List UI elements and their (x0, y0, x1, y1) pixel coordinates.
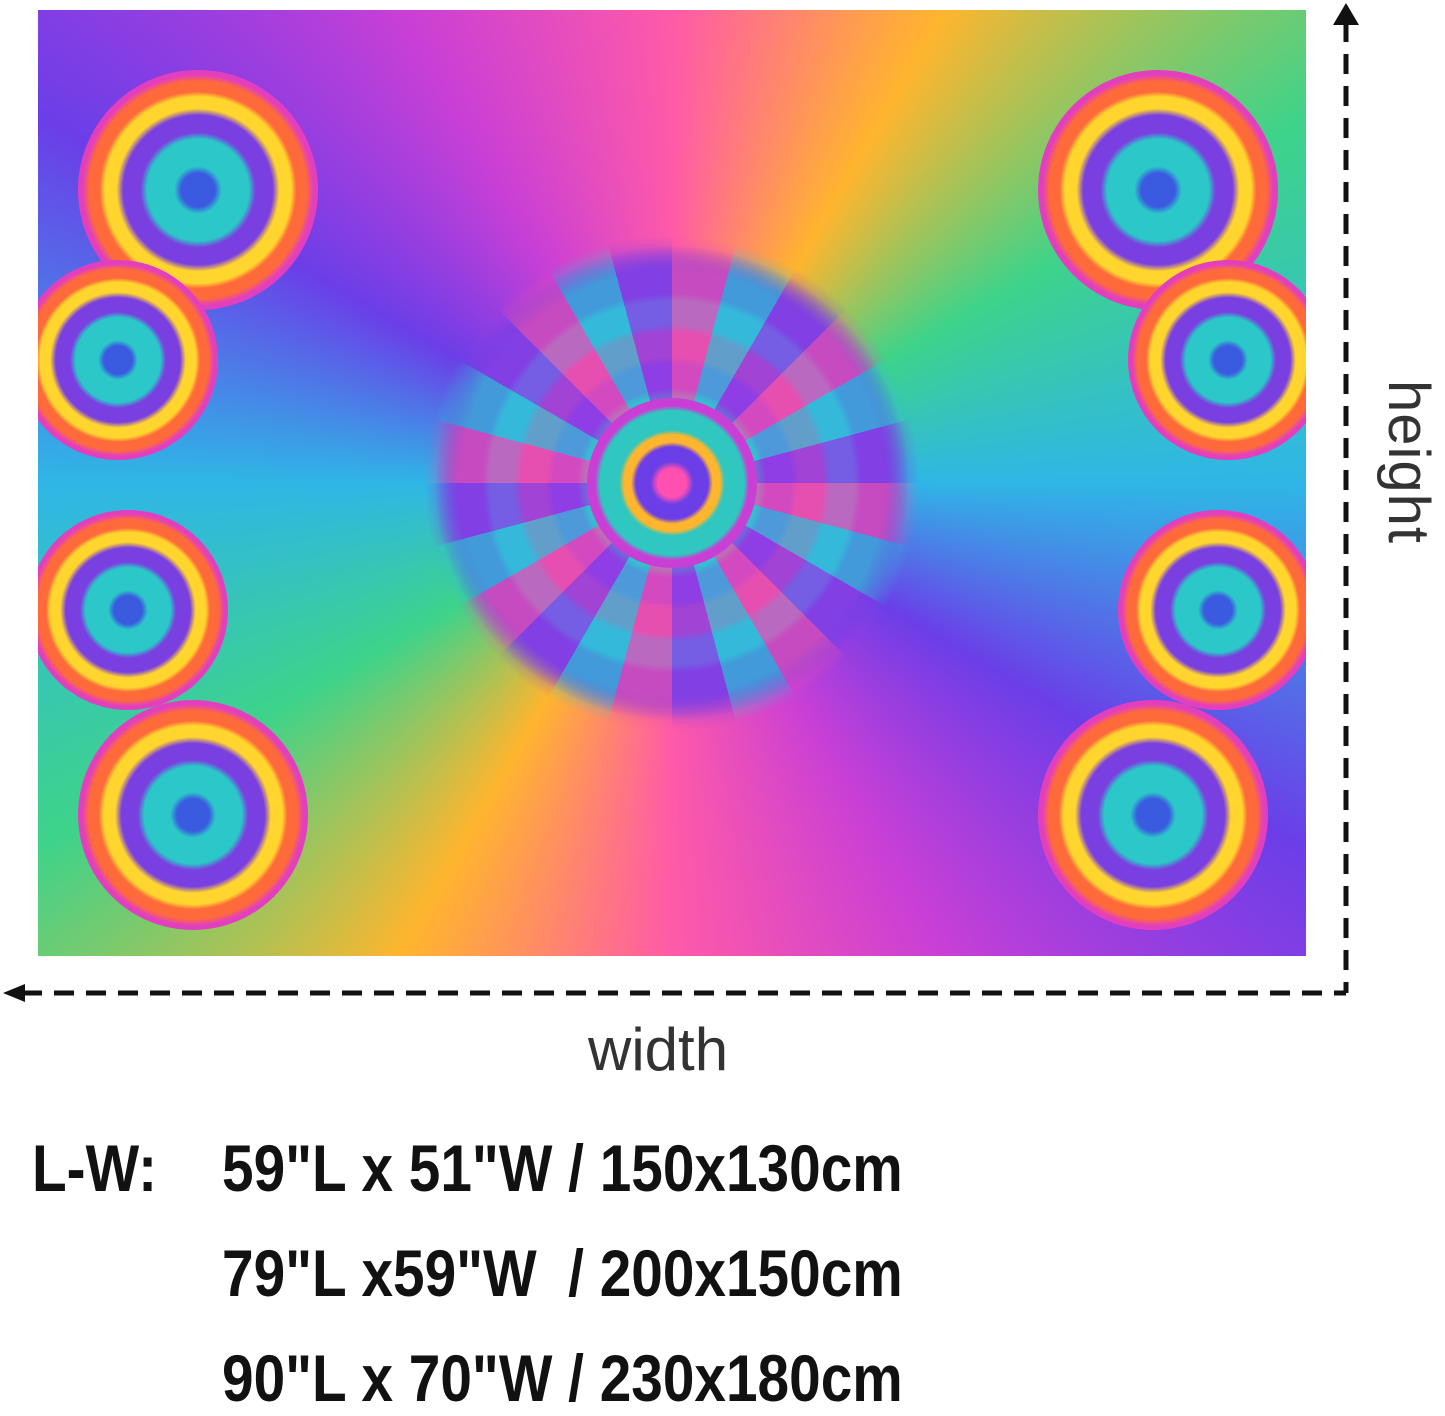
size-option-3: 90"L x 70"W / 230x180cm (222, 1341, 903, 1415)
width-label: width (588, 1016, 729, 1083)
size-prefix: L-W: (32, 1131, 158, 1205)
mandala-flower (78, 700, 308, 930)
arrow-up-icon (1333, 3, 1359, 25)
mandala-flower (1038, 700, 1268, 930)
mandala-flower (38, 510, 228, 710)
size-option-1: 59"L x 51"W / 150x130cm (222, 1131, 903, 1205)
size-option-2: 79"L x59"W / 200x150cm (222, 1236, 903, 1310)
mandala-flower (38, 260, 218, 460)
height-label: height (1376, 380, 1441, 545)
mandala-flower (1128, 260, 1306, 460)
dimension-arrows (3, 3, 1359, 1002)
arrow-left-icon (3, 984, 25, 1002)
mandala-flower (1118, 510, 1306, 710)
tapestry-image (38, 10, 1306, 956)
center-core (587, 398, 757, 568)
